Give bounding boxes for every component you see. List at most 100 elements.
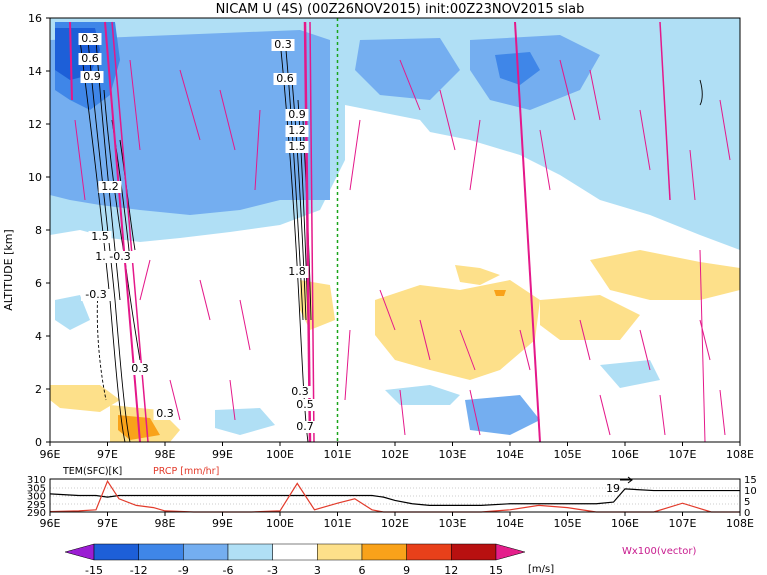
main-y-axis: 0 2 4 6 8 10 12 14 16 (28, 12, 50, 449)
x-tick-label: 97E (97, 448, 118, 461)
field-low-blue-b (465, 395, 540, 435)
sub-x-tick-label: 105E (554, 517, 582, 530)
contour-label: 0.6 (276, 72, 294, 85)
colorbar-tick-label: 3 (314, 564, 321, 575)
contour-label-bg (81, 289, 111, 301)
contour-label: 0.3 (291, 385, 309, 398)
x-tick-label: 98E (155, 448, 176, 461)
contour-label-bg (273, 73, 297, 85)
contour-label: 1.2 (288, 124, 306, 137)
contour-label-bg (285, 109, 309, 121)
x-tick-label: 104E (496, 448, 524, 461)
chart-title: NICAM U (4S) (00Z26NOV2015) init:00Z23NO… (216, 2, 585, 17)
sub-series-label-prcp: PRCP [mm/hr] (153, 466, 219, 477)
field-low-yellow-f (50, 385, 120, 412)
colorbar-segment (272, 543, 318, 561)
vector-legend-label: Wx100(vector) (622, 546, 697, 557)
colorbar-tick-label: 9 (403, 564, 410, 575)
colorbar-tick-label: -6 (223, 564, 234, 575)
sub-x-tick-label: 107E (669, 517, 697, 530)
field-band-mid (50, 30, 330, 215)
sub-right-tick-label: 10 (744, 486, 757, 497)
sub-x-axis: 96E 97E 98E 99E 100E 101E 102E 103E 104E 105E 106E… (40, 512, 754, 530)
contour-label: 1.8 (288, 265, 306, 278)
contour-label: 0.3 (274, 38, 292, 51)
contour-label: 0.3 (81, 32, 99, 45)
x-tick-label: 102E (381, 448, 409, 461)
colorbar-tick-label: 15 (489, 564, 503, 575)
contour-label: 1.2 (101, 180, 119, 193)
field-low-blue-e (600, 360, 660, 388)
series-line-temp (49, 488, 740, 506)
sub-right-tick-label: 15 (744, 475, 757, 486)
field-gap (345, 105, 500, 260)
contour-label-bg (78, 53, 102, 65)
colorbar-segment (317, 543, 363, 561)
colorbar-tick-label: -15 (85, 564, 103, 575)
y-tick-label: 2 (35, 383, 42, 396)
sub-x-tick-label: 103E (439, 517, 467, 530)
sub-right-tick-label: 5 (744, 497, 750, 508)
sub-x-tick-label: 104E (496, 517, 524, 530)
field-low-yellow-a (375, 280, 540, 380)
sub-left-tick-label: 310 (27, 475, 46, 486)
y-tick-label: 6 (35, 277, 42, 290)
sub-left-tick-label: 305 (27, 483, 46, 494)
contour-label-bg (271, 39, 295, 51)
field-low-yellow-c (590, 250, 740, 300)
contour-label: 1.5 (288, 140, 306, 153)
colorbar-segment (495, 543, 526, 561)
contour-label-bg (88, 231, 112, 243)
field-low-orange-dot (494, 290, 506, 296)
sub-left-tick-label: 295 (27, 500, 46, 511)
y-tick-label: 10 (28, 171, 42, 184)
colorbar-tick-label: -9 (178, 564, 189, 575)
contour-label-bg (293, 399, 317, 411)
x-tick-label: 106E (611, 448, 639, 461)
sub-x-tick-label: 99E (212, 517, 233, 530)
colorbar-segment (64, 543, 95, 561)
contour-label: 0.6 (81, 52, 99, 65)
contour-label-bg (288, 386, 312, 398)
sub-x-tick-label: 108E (726, 517, 754, 530)
y-tick-label: 12 (28, 118, 42, 131)
colorbar-segment (183, 543, 229, 561)
field-low-yellow-b (455, 265, 500, 285)
contour-label-bg (285, 125, 309, 137)
y-tick-label: 16 (28, 12, 42, 25)
sub-x-tick-label: 100E (266, 517, 294, 530)
colorbar-segment (451, 543, 497, 561)
contour-label: 0.5 (296, 398, 314, 411)
colorbar-tick-label: 12 (444, 564, 458, 575)
sub-x-tick-label: 106E (611, 517, 639, 530)
y-axis-label: ALTITUDE [km] (2, 229, 15, 310)
contour-label: -0.3 (85, 288, 106, 301)
contour-label: -0.3 (109, 250, 130, 263)
contour-label: 0.9 (288, 108, 306, 121)
sub-right-value-label: 19 (606, 482, 620, 495)
x-tick-label: 101E (324, 448, 352, 461)
colorbar-unit: [m/s] (528, 564, 554, 575)
contour-label-bg (293, 421, 317, 433)
sub-x-tick-label: 98E (155, 517, 176, 530)
contour-label-bg (98, 181, 122, 193)
y-tick-label: 0 (35, 436, 42, 449)
sub-x-tick-label: 101E (324, 517, 352, 530)
y-tick-label: 4 (35, 330, 42, 343)
sub-x-tick-label: 96E (40, 517, 61, 530)
colorbar-tick-label: 6 (358, 564, 365, 575)
x-tick-label: 96E (40, 448, 61, 461)
contour-label-bg (78, 33, 102, 45)
y-tick-label: 8 (35, 224, 42, 237)
colorbar-segment (406, 543, 452, 561)
colorbar-segment (361, 543, 407, 561)
colorbar-tick-label: -12 (130, 564, 148, 575)
sub-arrow (620, 476, 633, 484)
x-tick-label: 100E (266, 448, 294, 461)
sub-series-label-temp: TEM(SFC)[K] (62, 466, 122, 477)
contour-labels: 0.30.60.91.21.51.80.30.60.91.21.51.8-0.3… (78, 32, 317, 433)
field-low-blue-a (385, 385, 460, 405)
contour-label: 0.3 (156, 407, 174, 420)
contour-label-bg (153, 408, 177, 420)
